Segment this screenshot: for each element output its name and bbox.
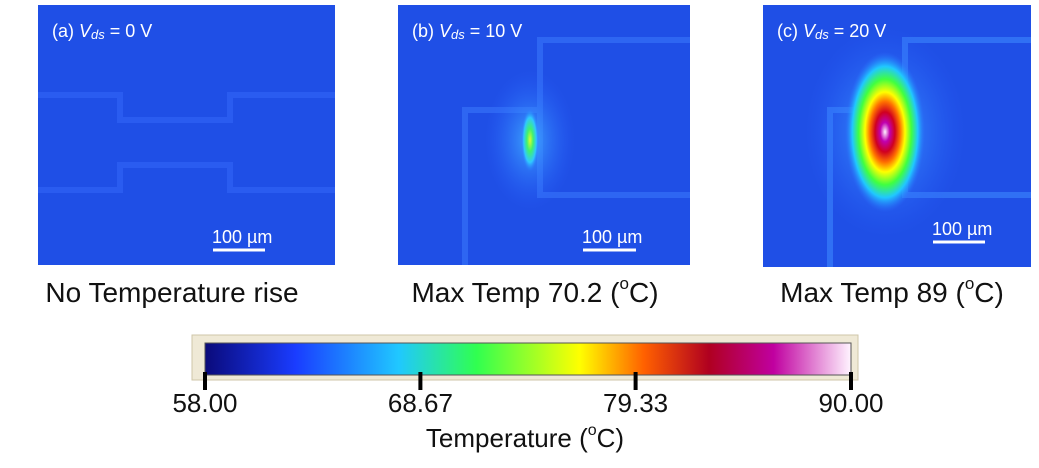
scale-bar-label: 100 µm: [212, 227, 272, 247]
tick-label: 58.00: [172, 388, 237, 418]
caption-text: Max Temp 89 (: [780, 277, 965, 308]
title-end: C): [597, 423, 624, 453]
thermal-image: [38, 5, 335, 265]
suffix: = 10 V: [465, 21, 523, 41]
panel-label: (b) Vds = 10 V: [412, 21, 522, 43]
suffix: = 0 V: [105, 21, 153, 41]
caption-end: C): [974, 277, 1004, 308]
caption: Max Temp 70.2 (oC): [411, 274, 658, 308]
subscript: ds: [451, 27, 465, 42]
colorbar: Temperature (oC) 58.00 68.67 79.33 90.00: [172, 335, 883, 453]
prefix: (c): [777, 21, 803, 41]
caption-text: No Temperature rise: [45, 277, 298, 308]
panel-label: (c) Vds = 20 V: [777, 21, 886, 43]
subscript: ds: [815, 27, 829, 42]
prefix: (b): [412, 21, 439, 41]
title-sup: o: [588, 422, 597, 439]
hotspot: [521, 108, 539, 172]
caption-text: Max Temp 70.2 (: [411, 277, 620, 308]
scale-bar-label: 100 µm: [932, 219, 992, 239]
scale-bar-label: 100 µm: [582, 227, 642, 247]
colorbar-title: Temperature (oC): [426, 422, 624, 453]
hotspot: [845, 52, 925, 212]
caption: Max Temp 89 (oC): [780, 274, 1004, 308]
caption-end: C): [629, 277, 659, 308]
prefix: (a): [52, 21, 79, 41]
tick-label: 79.33: [603, 388, 668, 418]
figure: (a) Vds = 0 V 100 µm No Temperature rise…: [0, 0, 1039, 468]
title-text: Temperature (: [426, 423, 588, 453]
panel: (b) Vds = 10 V 100 µm Max Temp 70.2 (oC): [398, 5, 690, 308]
panel: (c) Vds = 20 V 100 µm Max Temp 89 (oC): [763, 5, 1031, 308]
colorbar-gradient: [205, 343, 851, 375]
tick-label: 68.67: [388, 388, 453, 418]
caption: No Temperature rise: [45, 277, 298, 308]
caption-sup: o: [965, 274, 974, 293]
subscript: ds: [91, 27, 105, 42]
tick-label: 90.00: [818, 388, 883, 418]
panel: (a) Vds = 0 V 100 µm No Temperature rise: [38, 5, 335, 308]
caption-sup: o: [620, 274, 629, 293]
suffix: = 20 V: [829, 21, 887, 41]
